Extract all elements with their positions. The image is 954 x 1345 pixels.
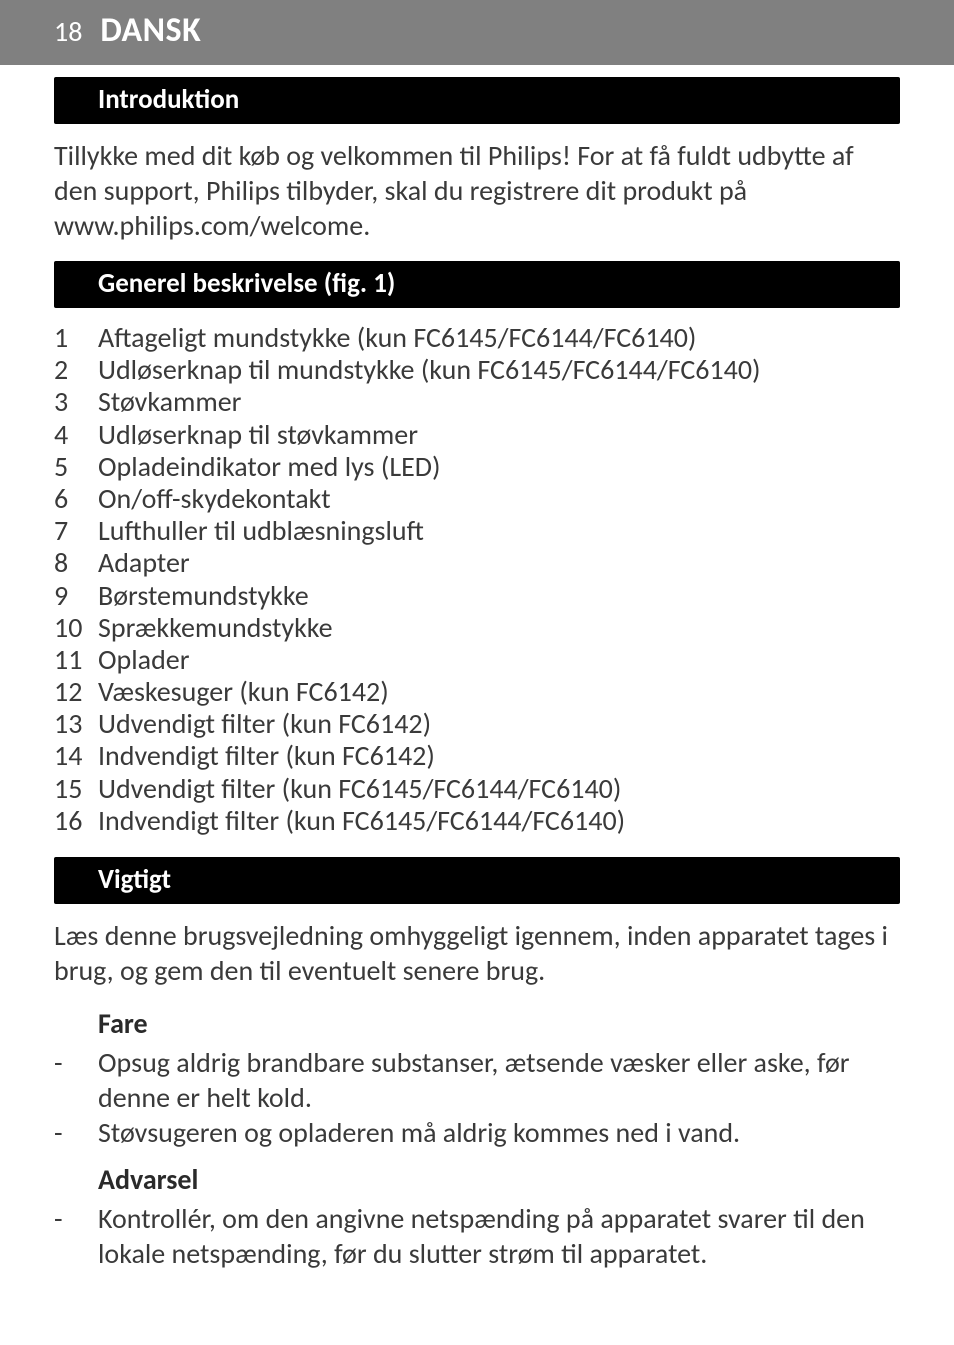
list-item-number: 14 [54, 740, 98, 772]
list-item: 5Opladeindikator med lys (LED) [54, 451, 900, 483]
list-item-text: Kontrollér, om den angivne netspænding p… [98, 1201, 900, 1271]
section-heading-intro: Introduktion [54, 77, 900, 124]
list-item: 3Støvkammer [54, 386, 900, 418]
dash-icon: - [54, 1045, 98, 1115]
list-item: -Kontrollér, om den angivne netspænding … [54, 1201, 900, 1271]
dash-icon: - [54, 1115, 98, 1150]
list-item-number: 10 [54, 612, 98, 644]
list-item-text: Væskesuger (kun FC6142) [98, 676, 900, 708]
content-area: Introduktion Tillykke med dit køb og vel… [0, 77, 954, 1271]
list-item-text: Udløserknap til støvkammer [98, 419, 900, 451]
section-heading-general: Generel beskrivelse (fig. 1) [54, 261, 900, 308]
dash-icon: - [54, 1201, 98, 1271]
list-item-number: 13 [54, 708, 98, 740]
list-item-number: 11 [54, 644, 98, 676]
list-item: 12Væskesuger (kun FC6142) [54, 676, 900, 708]
sub-heading-warning: Advarsel [98, 1162, 900, 1197]
list-item-number: 1 [54, 322, 98, 354]
list-item-number: 3 [54, 386, 98, 418]
list-item-number: 12 [54, 676, 98, 708]
list-item-text: Oplader [98, 644, 900, 676]
list-item-text: Aftageligt mundstykke (kun FC6145/FC6144… [98, 322, 900, 354]
list-item-number: 15 [54, 773, 98, 805]
list-item-text: Opladeindikator med lys (LED) [98, 451, 900, 483]
list-item: 4Udløserknap til støvkammer [54, 419, 900, 451]
list-item: 13Udvendigt filter (kun FC6142) [54, 708, 900, 740]
list-item-number: 7 [54, 515, 98, 547]
header-bar: 18 DANSK [0, 0, 954, 65]
list-item-text: Børstemundstykke [98, 580, 900, 612]
list-item-text: Udvendigt filter (kun FC6142) [98, 708, 900, 740]
page-number: 18 [54, 14, 82, 49]
sub-heading-danger: Fare [98, 1006, 900, 1041]
list-item-number: 8 [54, 547, 98, 579]
warning-list: -Kontrollér, om den angivne netspænding … [54, 1201, 900, 1271]
danger-list: -Opsug aldrig brandbare substanser, ætse… [54, 1045, 900, 1150]
language-title: DANSK [100, 10, 201, 51]
list-item-text: Sprækkemundstykke [98, 612, 900, 644]
list-item: -Støvsugeren og opladeren må aldrig komm… [54, 1115, 900, 1150]
list-item: 7Lufthuller til udblæsningsluft [54, 515, 900, 547]
list-item-number: 2 [54, 354, 98, 386]
list-item-text: Adapter [98, 547, 900, 579]
section-heading-important: Vigtigt [54, 857, 900, 904]
list-item-number: 6 [54, 483, 98, 515]
list-item: 16Indvendigt filter (kun FC6145/FC6144/F… [54, 805, 900, 837]
list-item: 6On/off-skydekontakt [54, 483, 900, 515]
list-item-number: 5 [54, 451, 98, 483]
list-item-number: 16 [54, 805, 98, 837]
list-item-text: Indvendigt filter (kun FC6145/FC6144/FC6… [98, 805, 900, 837]
list-item-text: Opsug aldrig brandbare substanser, ætsen… [98, 1045, 900, 1115]
list-item-text: Støvkammer [98, 386, 900, 418]
list-item-text: On/off-skydekontakt [98, 483, 900, 515]
list-item: -Opsug aldrig brandbare substanser, ætse… [54, 1045, 900, 1115]
list-item-text: Lufthuller til udblæsningsluft [98, 515, 900, 547]
list-item-text: Indvendigt filter (kun FC6142) [98, 740, 900, 772]
list-item-text: Udløserknap til mundstykke (kun FC6145/F… [98, 354, 900, 386]
list-item: 14Indvendigt filter (kun FC6142) [54, 740, 900, 772]
page: 18 DANSK Introduktion Tillykke med dit k… [0, 0, 954, 1345]
general-list: 1Aftageligt mundstykke (kun FC6145/FC614… [54, 322, 900, 837]
list-item: 9Børstemundstykke [54, 580, 900, 612]
intro-body: Tillykke med dit køb og velkommen til Ph… [54, 138, 900, 243]
list-item: 8Adapter [54, 547, 900, 579]
list-item: 1Aftageligt mundstykke (kun FC6145/FC614… [54, 322, 900, 354]
important-body: Læs denne brugsvejledning omhyggeligt ig… [54, 918, 900, 988]
list-item-number: 9 [54, 580, 98, 612]
list-item-text: Udvendigt filter (kun FC6145/FC6144/FC61… [98, 773, 900, 805]
list-item: 2Udløserknap til mundstykke (kun FC6145/… [54, 354, 900, 386]
list-item: 15Udvendigt filter (kun FC6145/FC6144/FC… [54, 773, 900, 805]
list-item-text: Støvsugeren og opladeren må aldrig komme… [98, 1115, 900, 1150]
list-item-number: 4 [54, 419, 98, 451]
list-item: 10Sprækkemundstykke [54, 612, 900, 644]
list-item: 11Oplader [54, 644, 900, 676]
